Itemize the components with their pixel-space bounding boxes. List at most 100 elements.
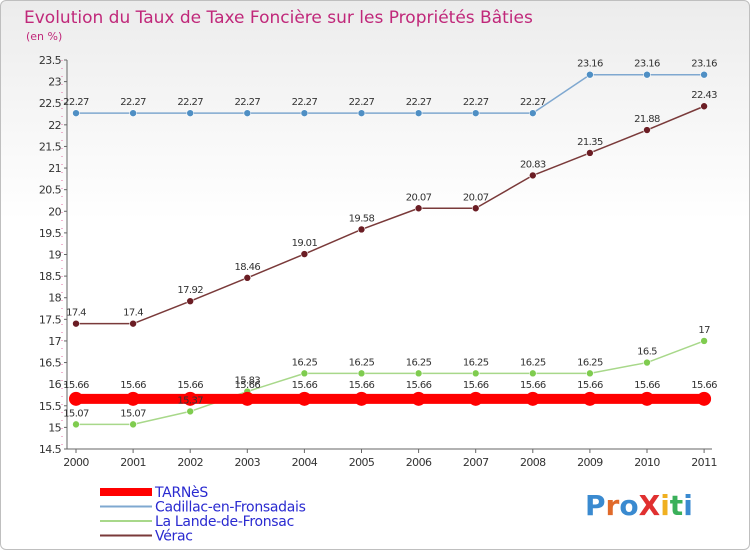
data-point-tarnes xyxy=(582,391,597,406)
data-point-tarnes xyxy=(354,391,369,406)
data-label: 22.27 xyxy=(292,97,318,108)
data-point xyxy=(528,171,537,180)
data-point xyxy=(243,109,252,117)
data-point xyxy=(643,70,651,79)
data-label: 16.25 xyxy=(292,357,318,368)
logo-letter: i xyxy=(683,489,693,522)
y-tick-label: 23.5 xyxy=(39,54,62,67)
data-label: 21.35 xyxy=(577,137,603,148)
data-point xyxy=(357,109,366,117)
unit-label: (en %) xyxy=(26,30,62,43)
data-point-tarnes xyxy=(640,391,654,406)
y-tick-label: 19.5 xyxy=(39,227,62,240)
proxiti-logo: ProXiti xyxy=(585,489,693,522)
x-tick-label: 2001 xyxy=(120,456,146,469)
data-point xyxy=(586,149,594,157)
data-label: 18.46 xyxy=(234,262,260,273)
legend-entry: Cadillac-en-Fronsadais xyxy=(155,500,306,516)
legend-entry: La Lande-de-Fronsac xyxy=(155,514,294,530)
y-tick-label: 18 xyxy=(48,292,61,305)
logo-letter: o xyxy=(619,489,638,522)
data-label: 20.83 xyxy=(520,159,546,170)
data-label: 23.16 xyxy=(577,59,603,70)
data-label: 22.27 xyxy=(234,97,260,108)
data-label: 15.07 xyxy=(120,408,146,419)
y-tick-label: 21.5 xyxy=(39,140,62,153)
data-label: 15.66 xyxy=(234,380,260,391)
data-point xyxy=(186,297,194,305)
legend-entry: TARNèS xyxy=(154,485,208,501)
data-point xyxy=(414,204,423,213)
data-label: 15.66 xyxy=(463,380,489,391)
data-label: 20.07 xyxy=(463,192,489,203)
data-point xyxy=(129,420,137,429)
x-tick-label: 2011 xyxy=(691,456,717,469)
x-tick-label: 2004 xyxy=(292,456,318,469)
axes: 14.5 15 15.5 16 16.5 17 17.5 18 18.5 19 19.5 20 20.5… xyxy=(39,54,718,469)
data-point xyxy=(586,369,594,378)
data-point-tarnes xyxy=(525,391,540,406)
y-tick-label: 17 xyxy=(48,335,61,348)
data-label: 15.66 xyxy=(177,380,203,391)
y-tick-label: 22 xyxy=(48,119,61,132)
data-point-tarnes xyxy=(697,391,712,406)
series-markers xyxy=(69,70,712,429)
series-line-2 xyxy=(76,340,705,426)
logo-letter: i xyxy=(660,489,670,522)
data-label: 16.25 xyxy=(406,357,432,368)
data-label: 15.66 xyxy=(634,380,660,391)
series-line-3 xyxy=(76,105,705,325)
y-tick-label: 21 xyxy=(48,162,61,175)
data-label: 15.66 xyxy=(406,380,432,391)
data-point xyxy=(72,319,80,328)
data-point xyxy=(72,420,80,429)
data-label: 15.66 xyxy=(292,380,318,391)
data-label: 16.5 xyxy=(637,347,657,358)
y-tick-label: 20 xyxy=(48,205,61,218)
y-tick-label: 14.5 xyxy=(39,443,62,456)
y-tick-label: 20.5 xyxy=(39,184,62,197)
x-tick-label: 2006 xyxy=(406,456,432,469)
logo-letter: r xyxy=(606,489,620,522)
y-tick-label: 16 xyxy=(48,378,61,391)
data-point xyxy=(186,407,194,416)
y-tick-label: 16.5 xyxy=(39,357,62,370)
data-point xyxy=(357,225,366,234)
data-label: 15.66 xyxy=(349,380,375,391)
data-label: 19.01 xyxy=(292,238,318,249)
data-label: 15.07 xyxy=(63,408,89,419)
data-point xyxy=(471,204,480,213)
data-point xyxy=(700,337,708,345)
logo-letter: t xyxy=(670,489,683,522)
logo-letter: X xyxy=(639,489,661,522)
logo-letter: P xyxy=(585,489,606,522)
y-tick-label: 23 xyxy=(48,76,61,89)
x-tick-label: 2005 xyxy=(349,456,375,469)
data-point-tarnes xyxy=(411,391,426,406)
data-label: 15.37 xyxy=(177,395,203,406)
data-label: 15.83 xyxy=(234,376,260,387)
data-label: 22.27 xyxy=(177,97,203,108)
data-point xyxy=(643,358,651,367)
data-label: 15.66 xyxy=(63,380,89,391)
data-label: 23.16 xyxy=(634,59,660,70)
data-point xyxy=(243,274,252,282)
data-point xyxy=(700,102,708,111)
data-label: 17.92 xyxy=(177,285,203,296)
data-label: 17.4 xyxy=(123,308,143,319)
data-point-tarnes xyxy=(69,391,83,406)
y-tick-label: 15 xyxy=(48,421,61,434)
data-label: 16.25 xyxy=(520,357,546,368)
data-label: 22.27 xyxy=(520,97,546,108)
legend-entry: Vérac xyxy=(155,529,193,545)
data-point xyxy=(300,250,309,258)
data-point-tarnes xyxy=(183,391,198,406)
logo-text: ProXiti xyxy=(585,489,693,522)
data-point-tarnes xyxy=(468,391,483,406)
x-tick-label: 2000 xyxy=(63,456,89,469)
data-point xyxy=(414,109,423,117)
data-point xyxy=(357,369,366,378)
data-point xyxy=(129,319,137,328)
data-point xyxy=(528,109,537,117)
